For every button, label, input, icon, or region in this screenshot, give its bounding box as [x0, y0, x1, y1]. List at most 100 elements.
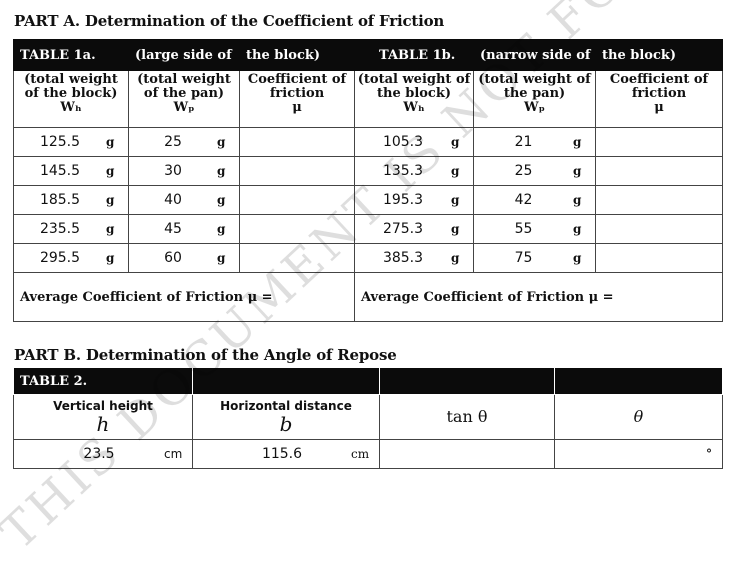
- theta-cell[interactable]: °: [554, 439, 723, 469]
- coefficient-1b-cell[interactable]: [595, 185, 723, 215]
- block-weight-1b-cell: 385.3 g: [354, 243, 474, 273]
- col-header-tan-theta: tan θ: [379, 394, 555, 440]
- pan-weight-1a-cell: 25 g: [128, 127, 240, 157]
- coefficient-1b-cell[interactable]: [595, 156, 723, 186]
- block-weight-1b-cell: 135.3 g: [354, 156, 474, 186]
- coefficient-1a-cell[interactable]: [239, 127, 355, 157]
- unit-g: g: [451, 135, 460, 149]
- unit-g: g: [217, 135, 226, 149]
- col-header-coefficient: Coefficient of friction μ: [239, 70, 355, 128]
- unit-g: g: [106, 193, 115, 207]
- pan-weight-1b: 25: [514, 163, 533, 179]
- block-weight-1a-cell: 185.5 g: [13, 185, 129, 215]
- pan-weight-1b: 75: [514, 250, 533, 266]
- table-row: 235.5 g 45 g 275.3 g 55 g: [13, 214, 723, 244]
- unit-g: g: [106, 251, 115, 265]
- col-header-pan-weight: (total weight of the pan) Wₚ: [128, 70, 240, 128]
- coefficient-1a-cell[interactable]: [239, 185, 355, 215]
- pan-weight-1a: 25: [164, 134, 182, 150]
- table-2-header: TABLE 2.: [20, 373, 88, 389]
- pan-weight-1a: 40: [164, 192, 182, 208]
- table-1b-header-note: (narrow side of: [480, 47, 591, 63]
- table-1a-header: TABLE 1a.: [20, 47, 96, 63]
- pan-weight-1b-cell: 42 g: [473, 185, 596, 215]
- table-row: 145.5 g 30 g 135.3 g 25 g: [13, 156, 723, 186]
- table-1a-header-note-2: the block): [246, 47, 321, 63]
- col-header-coefficient-1b: Coefficient of friction μ: [595, 70, 723, 128]
- unit-g: g: [451, 164, 460, 178]
- unit-g: g: [451, 193, 460, 207]
- pan-weight-1a-cell: 30 g: [128, 156, 240, 186]
- b-unit: cm: [351, 447, 370, 461]
- average-1a[interactable]: Average Coefficient of Friction μ =: [13, 272, 355, 322]
- h-value-cell[interactable]: 23.5 cm: [13, 439, 193, 469]
- col-header-horizontal-distance: Horizontal distance b: [192, 394, 380, 440]
- part-a-title: PART A. Determination of the Coefficient…: [14, 12, 445, 30]
- coefficient-1a-cell[interactable]: [239, 243, 355, 273]
- block-weight-1a: 295.5: [39, 250, 81, 266]
- pan-weight-1b-cell: 75 g: [473, 243, 596, 273]
- unit-g: g: [106, 164, 115, 178]
- unit-g: g: [573, 251, 582, 265]
- data-rows: 125.5 g 25 g 105.3 g 21 g 145.5 g 30 g 135.3 g 25 g 185.…: [13, 127, 723, 273]
- coefficient-1b-cell[interactable]: [595, 214, 723, 244]
- unit-g: g: [106, 135, 115, 149]
- b-value-cell[interactable]: 115.6 cm: [192, 439, 380, 469]
- coefficient-1a-cell[interactable]: [239, 214, 355, 244]
- block-weight-1b-cell: 275.3 g: [354, 214, 474, 244]
- unit-g: g: [451, 222, 460, 236]
- pan-weight-1a-cell: 40 g: [128, 185, 240, 215]
- col-header-pan-weight-1b: (total weight of the pan) Wₚ: [473, 70, 596, 128]
- pan-weight-1a-cell: 45 g: [128, 214, 240, 244]
- block-weight-1a: 125.5: [39, 134, 81, 150]
- block-weight-1a-cell: 295.5 g: [13, 243, 129, 273]
- block-weight-1b: 195.3: [382, 192, 424, 208]
- block-weight-1b-cell: 195.3 g: [354, 185, 474, 215]
- coefficient-table: TABLE 1a. (large side of the block) TABL…: [13, 39, 723, 322]
- average-1b[interactable]: Average Coefficient of Friction μ =: [354, 272, 723, 322]
- pan-weight-1b-cell: 25 g: [473, 156, 596, 186]
- unit-g: g: [106, 222, 115, 236]
- block-weight-1a: 185.5: [39, 192, 81, 208]
- col-header-theta: θ: [554, 394, 723, 440]
- table-1b-header-note-2: the block): [602, 47, 677, 63]
- col-header-vertical-height: Vertical height h: [13, 394, 193, 440]
- table-1a-header-note: (large side of: [135, 47, 232, 63]
- unit-g: g: [217, 164, 226, 178]
- block-weight-1b: 135.3: [382, 163, 424, 179]
- table-row: 185.5 g 40 g 195.3 g 42 g: [13, 185, 723, 215]
- coefficient-1a-cell[interactable]: [239, 156, 355, 186]
- block-weight-1a-cell: 235.5 g: [13, 214, 129, 244]
- pan-weight-1a: 30: [164, 163, 182, 179]
- angle-of-repose-table: TABLE 2. Vertical height h Horizontal di…: [13, 367, 723, 469]
- unit-g: g: [217, 193, 226, 207]
- unit-g: g: [217, 222, 226, 236]
- tan-theta-cell[interactable]: [379, 439, 555, 469]
- h-value: 23.5: [83, 446, 115, 462]
- col-header-block-weight-1b: (total weight of the block) Wₕ: [354, 70, 474, 128]
- unit-g: g: [217, 251, 226, 265]
- h-unit: cm: [164, 447, 183, 461]
- pan-weight-1a-cell: 60 g: [128, 243, 240, 273]
- pan-weight-1b-cell: 21 g: [473, 127, 596, 157]
- unit-g: g: [451, 251, 460, 265]
- block-weight-1b: 105.3: [382, 134, 424, 150]
- coefficient-1b-cell[interactable]: [595, 243, 723, 273]
- pan-weight-1b: 55: [514, 221, 533, 237]
- pan-weight-1a: 60: [164, 250, 182, 266]
- degree-mark: °: [706, 447, 712, 461]
- block-weight-1a-cell: 125.5 g: [13, 127, 129, 157]
- block-weight-1a: 235.5: [39, 221, 81, 237]
- pan-weight-1a: 45: [164, 221, 182, 237]
- coefficient-1b-cell[interactable]: [595, 127, 723, 157]
- pan-weight-1b: 21: [514, 134, 533, 150]
- col-header-block-weight: (total weight of the block) Wₕ: [13, 70, 129, 128]
- block-weight-1a-cell: 145.5 g: [13, 156, 129, 186]
- table-row: 295.5 g 60 g 385.3 g 75 g: [13, 243, 723, 273]
- block-weight-1b: 275.3: [382, 221, 424, 237]
- pan-weight-1b: 42: [514, 192, 533, 208]
- block-weight-1a: 145.5: [39, 163, 81, 179]
- pan-weight-1b-cell: 55 g: [473, 214, 596, 244]
- block-weight-1b-cell: 105.3 g: [354, 127, 474, 157]
- table-row: 125.5 g 25 g 105.3 g 21 g: [13, 127, 723, 157]
